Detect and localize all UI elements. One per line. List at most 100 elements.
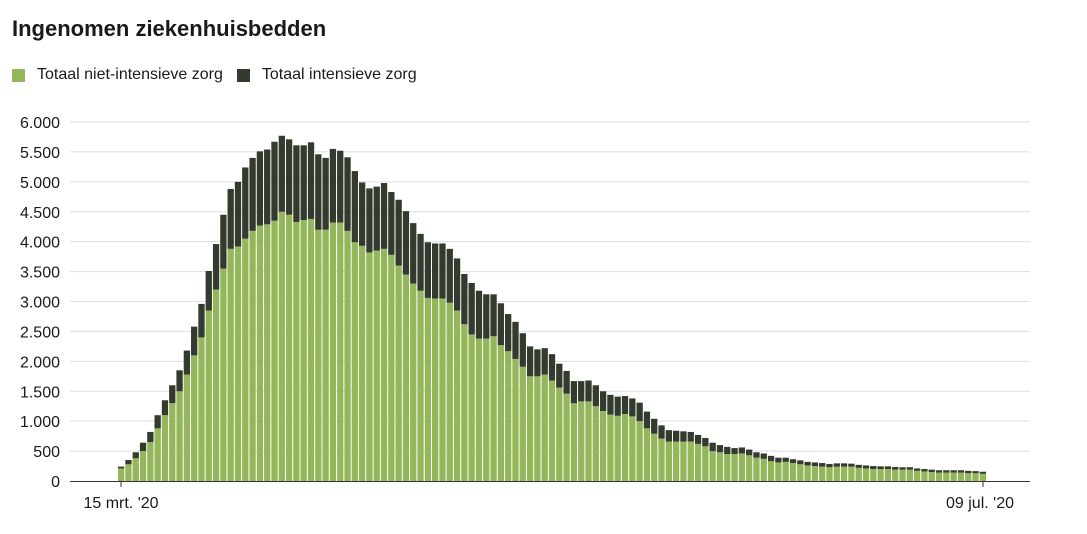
bar-non-icu[interactable] [563,393,570,481]
bar-icu[interactable] [760,453,767,459]
bar-non-icu[interactable] [826,467,833,481]
bar-icu[interactable] [300,145,307,221]
bar-non-icu[interactable] [307,218,315,481]
bar-icu[interactable] [205,270,212,311]
bar-icu[interactable] [505,314,512,352]
bar-icu[interactable] [315,154,322,230]
bar-icu[interactable] [264,149,271,225]
bar-non-icu[interactable] [629,416,636,481]
bar-non-icu[interactable] [636,421,643,481]
bar-non-icu[interactable] [694,443,702,481]
bar-non-icu[interactable] [709,451,716,481]
bar-non-icu[interactable] [227,248,234,481]
bar-non-icu[interactable] [965,473,972,481]
bar-icu[interactable] [227,189,234,249]
bar-icu[interactable] [169,385,176,404]
bar-icu[interactable] [453,258,461,311]
bar-icu[interactable] [242,167,249,239]
bar-icu[interactable] [475,290,483,339]
bar-non-icu[interactable] [840,466,848,481]
bar-non-icu[interactable] [833,466,840,481]
bar-non-icu[interactable] [848,466,855,481]
bar-non-icu[interactable] [877,469,884,481]
bar-icu[interactable] [855,464,862,468]
bar-icu[interactable] [307,142,315,219]
bar-non-icu[interactable] [439,298,446,481]
bar-icu[interactable] [789,459,797,464]
bar-icu[interactable] [943,470,950,473]
bar-icu[interactable] [125,460,132,465]
bar-non-icu[interactable] [366,252,373,481]
bar-non-icu[interactable] [205,310,212,481]
bar-non-icu[interactable] [665,441,672,481]
bar-non-icu[interactable] [570,403,578,481]
bar-icu[interactable] [870,466,877,470]
bar-icu[interactable] [599,391,607,411]
bar-non-icu[interactable] [497,345,505,481]
bar-non-icu[interactable] [395,265,402,481]
bar-non-icu[interactable] [191,355,198,481]
bar-icu[interactable] [709,442,716,452]
bar-icu[interactable] [271,141,278,221]
bar-icu[interactable] [913,468,921,471]
bar-non-icu[interactable] [724,454,731,481]
bar-non-icu[interactable] [234,246,242,481]
bar-icu[interactable] [234,181,242,247]
bar-non-icu[interactable] [607,414,614,481]
bar-icu[interactable] [746,449,753,456]
bar-non-icu[interactable] [417,290,424,481]
bar-icu[interactable] [519,333,526,367]
bar-non-icu[interactable] [512,358,519,481]
bar-icu[interactable] [432,243,439,299]
bar-icu[interactable] [118,466,125,469]
bar-icu[interactable] [220,214,227,269]
bar-non-icu[interactable] [264,224,271,481]
bar-icu[interactable] [468,282,475,335]
bar-non-icu[interactable] [782,461,789,481]
bar-non-icu[interactable] [899,469,906,481]
bar-icu[interactable] [329,148,337,223]
bar-icu[interactable] [293,145,300,222]
bar-non-icu[interactable] [621,413,629,481]
bar-icu[interactable] [388,192,395,255]
bar-icu[interactable] [921,469,928,472]
bar-non-icu[interactable] [797,464,804,481]
bar-icu[interactable] [775,457,782,463]
bar-icu[interactable] [154,415,161,429]
bar-icu[interactable] [461,273,468,325]
bar-non-icu[interactable] [767,461,775,481]
legend-item-non-icu[interactable]: Totaal niet-intensieve zorg [12,66,223,84]
bar-icu[interactable] [161,400,169,416]
bar-non-icu[interactable] [278,211,285,481]
bar-icu[interactable] [687,431,694,442]
bar-non-icu[interactable] [424,297,432,481]
bar-icu[interactable] [322,157,329,230]
bar-icu[interactable] [694,434,702,444]
bar-icu[interactable] [395,199,402,266]
bar-icu[interactable] [570,381,578,404]
bar-non-icu[interactable] [702,446,709,481]
bar-icu[interactable] [658,425,665,439]
bar-icu[interactable] [972,471,979,474]
bar-non-icu[interactable] [293,221,300,482]
bar-non-icu[interactable] [483,338,490,481]
bar-non-icu[interactable] [928,472,935,481]
bar-non-icu[interactable] [132,458,139,481]
bar-icu[interactable] [819,463,826,467]
bar-non-icu[interactable] [183,374,191,482]
bar-icu[interactable] [541,348,548,375]
bar-non-icu[interactable] [322,229,329,481]
bar-icu[interactable] [278,135,285,212]
bar-icu[interactable] [862,465,870,469]
bar-non-icu[interactable] [220,268,227,481]
bar-non-icu[interactable] [526,376,534,481]
bar-icu[interactable] [512,321,519,359]
bar-icu[interactable] [899,467,906,470]
bar-non-icu[interactable] [614,415,621,481]
bar-non-icu[interactable] [979,473,986,481]
bar-non-icu[interactable] [592,406,599,481]
bar-non-icu[interactable] [519,366,526,481]
bar-icu[interactable] [731,448,738,455]
bar-icu[interactable] [139,442,147,452]
bar-non-icu[interactable] [884,469,892,481]
